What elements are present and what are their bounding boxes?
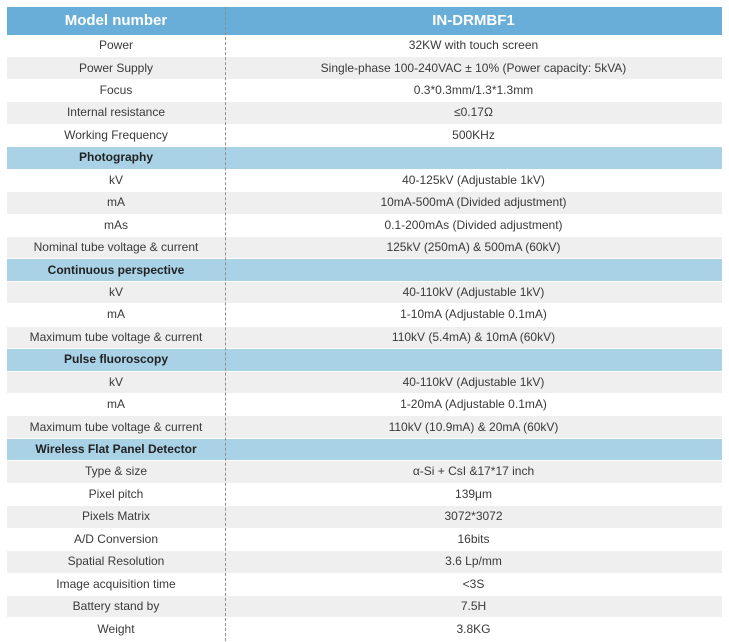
row-label: Image acquisition time [56, 576, 176, 591]
row-value: 500KHz [452, 127, 495, 142]
row-value: 32KW with touch screen [408, 38, 539, 53]
row-value: 40-110kV (Adjustable 1kV) [402, 284, 545, 299]
row-value: 139μm [455, 486, 492, 501]
row-label: Weight [97, 621, 135, 636]
row-label: mA [107, 397, 125, 412]
row-label: mAs [104, 217, 128, 232]
table-row: Weight 3.8KG [7, 618, 722, 641]
row-label: Power Supply [78, 60, 154, 75]
table-row: Internal resistance ≤0.17Ω [7, 102, 722, 125]
section-header-row: Pulse fluoroscopy [7, 349, 722, 372]
row-value: 110kV (5.4mA) & 10mA (60kV) [391, 329, 556, 344]
table-row: Type & size α-Si + CsI &17*17 inch [7, 461, 722, 484]
row-value [225, 259, 722, 280]
row-value: <3S [462, 576, 485, 591]
row-label: Nominal tube voltage & current [33, 240, 199, 255]
row-value: 3072*3072 [444, 509, 503, 524]
row-value [225, 349, 722, 370]
section-header-row: Photography [7, 147, 722, 170]
row-label: kV [108, 374, 123, 389]
table-row: Spatial Resolution 3.6 Lp/mm [7, 551, 722, 574]
table-row: mAs 0.1-200mAs (Divided adjustment) [7, 214, 722, 237]
header-model-number: Model number [64, 11, 168, 29]
row-value: 0.3*0.3mm/1.3*1.3mm [413, 83, 534, 97]
row-label: Photography [79, 150, 153, 165]
row-value: 16bits [457, 531, 490, 546]
row-value: 1-20mA (Adjustable 0.1mA) [400, 397, 547, 412]
row-label: Type & size [84, 464, 148, 479]
row-value: 7.5H [460, 599, 487, 614]
row-label: A/D Conversion [73, 531, 159, 546]
table-row: Maximum tube voltage & current 110kV (10… [7, 416, 722, 439]
section-header-row: Continuous perspective [7, 259, 722, 282]
row-value: 3.8KG [456, 621, 491, 636]
table-row: mA 1-20mA (Adjustable 0.1mA) [7, 394, 722, 417]
row-label: Maximum tube voltage & current [29, 329, 203, 344]
table-row: kV 40-125kV (Adjustable 1kV) [7, 169, 722, 193]
row-label: kV [108, 284, 123, 299]
row-value: 40-110kV (Adjustable 1kV) [402, 374, 545, 389]
row-label: mA [107, 195, 125, 210]
row-label: Continuous perspective [47, 262, 185, 277]
table-row: A/D Conversion 16bits [7, 528, 722, 552]
row-label: mA [107, 307, 125, 322]
table-row: kV 40-110kV (Adjustable 1kV) [7, 371, 722, 394]
table-header-row: Model number IN-DRMBF1 [7, 7, 722, 35]
row-value: α-Si + CsI &17*17 inch [412, 464, 535, 479]
table-row: Working Frequency 500KHz [7, 124, 722, 148]
row-label: Spatial Resolution [67, 554, 165, 569]
table-row: mA 10mA-500mA (Divided adjustment) [7, 192, 722, 215]
row-label: Pulse fluoroscopy [63, 352, 169, 367]
table-row: Nominal tube voltage & current 125kV (25… [7, 236, 722, 260]
row-value [225, 439, 722, 460]
row-label: Maximum tube voltage & current [29, 419, 203, 434]
row-value: 125kV (250mA) & 500mA (60kV) [386, 240, 561, 255]
table-row: Pixels Matrix 3072*3072 [7, 506, 722, 529]
row-label: Pixel pitch [88, 486, 144, 501]
table-row: Battery stand by 7.5H [7, 595, 722, 619]
table-row: Image acquisition time <3S [7, 573, 722, 596]
row-value: 10mA-500mA (Divided adjustment) [380, 195, 567, 210]
section-header-row: Wireless Flat Panel Detector [7, 438, 722, 462]
table-body: Power 32KW with touch screen Power Suppl… [7, 35, 722, 641]
row-label: Battery stand by [72, 599, 160, 614]
row-value: 0.1-200mAs (Divided adjustment) [384, 217, 563, 232]
row-label: Working Frequency [64, 127, 168, 142]
row-label: kV [108, 172, 123, 187]
row-label: Pixels Matrix [81, 509, 150, 524]
row-label: Focus [99, 83, 133, 97]
table-row: kV 40-110kV (Adjustable 1kV) [7, 281, 722, 305]
table-row: Focus 0.3*0.3mm/1.3*1.3mm [7, 79, 722, 103]
table-row: Pixel pitch 139μm [7, 483, 722, 507]
table-row: Maximum tube voltage & current 110kV (5.… [7, 326, 722, 350]
table-row: Power 32KW with touch screen [7, 35, 722, 58]
row-label: Power [98, 38, 133, 53]
row-value: 40-125kV (Adjustable 1kV) [402, 172, 545, 187]
row-value: ≤0.17Ω [454, 105, 493, 120]
row-value: 3.6 Lp/mm [445, 554, 502, 569]
row-label: Wireless Flat Panel Detector [35, 442, 197, 456]
table-row: mA 1-10mA (Adjustable 0.1mA) [7, 304, 722, 327]
row-value: Single-phase 100-240VAC ± 10% (Power cap… [320, 60, 627, 75]
header-model-value: IN-DRMBF1 [432, 11, 515, 29]
row-value: 110kV (10.9mA) & 20mA (60kV) [388, 419, 559, 434]
table-row: Power Supply Single-phase 100-240VAC ± 1… [7, 57, 722, 80]
row-value [225, 147, 722, 168]
spec-table: Model number IN-DRMBF1 Power 32KW with t… [7, 7, 722, 641]
row-value: 1-10mA (Adjustable 0.1mA) [400, 307, 547, 322]
row-label: Internal resistance [66, 105, 166, 120]
